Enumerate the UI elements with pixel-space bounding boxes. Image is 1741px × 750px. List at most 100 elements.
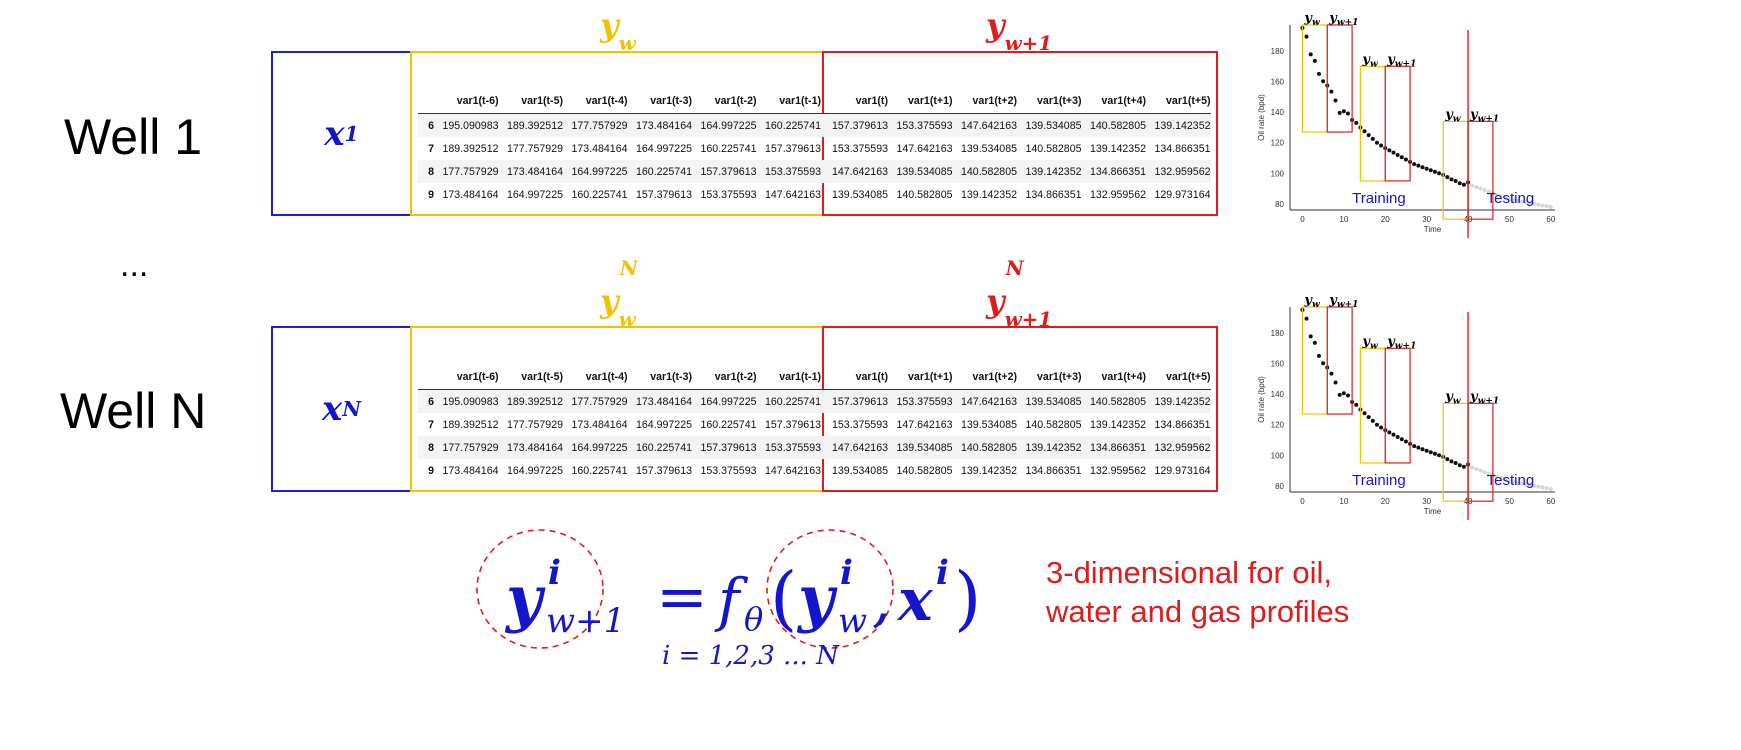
table-cell: 177.757929 [507, 418, 563, 431]
x-tick-label: 20 [1381, 215, 1390, 224]
data-point [1495, 192, 1500, 197]
yw1-window-rect [1384, 65, 1411, 182]
x-axis-label: Time [1424, 507, 1442, 516]
y-tick-label: 140 [1271, 108, 1285, 117]
table-cell: 177.757929 [507, 142, 563, 155]
table-cell: 195.090983 [434, 113, 499, 137]
yw-label-base: y [1444, 107, 1454, 122]
table-cell: 177.757929 [434, 160, 499, 183]
table-cell: 129.973164 [1154, 188, 1211, 201]
table-cell: 157.379613 [636, 188, 692, 201]
x-tick-label: 60 [1546, 215, 1555, 224]
row-index: 6 [418, 389, 434, 413]
table-cell: 140.582805 [1081, 113, 1146, 137]
table-cell: 139.534085 [832, 188, 888, 201]
data-point [1329, 371, 1334, 376]
eq-lhs-sup: i [548, 553, 561, 593]
table-cell: 164.997225 [507, 188, 563, 201]
yw-header-sub: w [618, 306, 636, 331]
x-axis-label: Time [1424, 225, 1442, 234]
table-cell: 164.997225 [507, 464, 563, 477]
table-cell: 139.534085 [888, 160, 953, 183]
eq-func-sub: θ [744, 600, 763, 638]
yw-window-label: yw [1361, 334, 1378, 351]
data-point [1312, 340, 1317, 345]
table-cell: 173.484164 [571, 142, 628, 155]
table-cell: 157.379613 [765, 142, 821, 155]
data-point [1366, 415, 1371, 420]
data-point [1345, 393, 1350, 398]
data-point [1511, 198, 1516, 203]
index-header [418, 369, 434, 390]
column-header: var1(t+1) [888, 93, 953, 114]
yw1-label-base: y [1386, 334, 1396, 349]
table-cell: 164.997225 [563, 436, 628, 459]
table-row: 8 177.757929 173.484164 164.997225 160.22574… [418, 436, 1211, 459]
eq-arg1-sup: i [840, 553, 853, 593]
data-point [1370, 418, 1375, 423]
table-cell: 177.757929 [563, 389, 628, 413]
table-cell: 134.866351 [1081, 436, 1146, 459]
data-point [1437, 453, 1442, 458]
eq-open-paren: ( [770, 557, 797, 639]
yw-header-sup: 1 [620, 0, 634, 4]
data-point [1379, 143, 1384, 148]
data-point [1528, 483, 1533, 488]
data-point [1312, 58, 1317, 63]
data-point [1395, 434, 1400, 439]
data-point [1333, 380, 1338, 385]
y-tick-label: 160 [1271, 360, 1285, 369]
column-header: var1(t-3) [627, 369, 692, 390]
yw1-window-rect [1326, 306, 1353, 415]
data-point [1544, 204, 1549, 209]
y-axis-label: Oil rate (bpd) [1257, 376, 1266, 423]
yw1-label-sub: w+1 [1478, 114, 1500, 124]
equation-svg: y i w+1 = f θ ( y i w , x i ) i = 1,2,3 … [476, 529, 981, 671]
table-cell: 147.642163 [896, 418, 953, 431]
data-point [1445, 457, 1450, 462]
x-tick-label: 10 [1339, 497, 1348, 506]
yw-window-rect [1301, 24, 1328, 133]
x-tick-label: 50 [1505, 497, 1514, 506]
row-index: 7 [428, 142, 434, 155]
table-cell: 147.642163 [952, 389, 1017, 413]
dimension-note: 3-dimensional for oil, water and gas pro… [1046, 553, 1349, 631]
table-cell: 164.997225 [692, 389, 757, 413]
column-header: var1(t-2) [692, 93, 757, 114]
table-cell: 139.142352 [1146, 389, 1211, 413]
yw-window-rect [1442, 402, 1469, 502]
data-point [1474, 467, 1479, 472]
yw1-header-base: y [986, 6, 1005, 44]
table-row: 9 173.484164 164.997225 160.225741 157.37961… [418, 459, 1211, 482]
yw-header-sub: w [618, 30, 636, 55]
decline-chart-well-n: 010203040506080100120140160180TimeOil ra… [1250, 282, 1570, 532]
oil-rate-chart: 010203040506080100120140160180TimeOil ra… [1257, 293, 1556, 520]
testing-label: Testing [1487, 472, 1535, 489]
x-tick-label: 0 [1300, 497, 1305, 506]
yw1-window-label: yw+1 [1328, 11, 1358, 28]
table-cell: 160.225741 [756, 113, 821, 137]
data-point [1412, 444, 1417, 449]
yw-label-sub: w [1453, 114, 1461, 124]
yw1-window-label: yw+1 [1328, 293, 1358, 310]
data-point [1449, 459, 1454, 464]
data-point [1432, 169, 1437, 174]
table-cell: 157.379613 [765, 418, 821, 431]
yw-window-label: yw [1303, 11, 1320, 28]
data-point [1486, 189, 1491, 194]
data-point [1399, 437, 1404, 442]
table-cell: 134.866351 [1154, 418, 1211, 431]
x-sup: N [342, 397, 361, 421]
row-index: 8 [418, 160, 434, 183]
data-point [1449, 177, 1454, 182]
table-cell: 129.973164 [1154, 464, 1211, 477]
data-point [1482, 470, 1487, 475]
yw1-window-label: yw+1 [1386, 52, 1416, 69]
yw-label-sub: w [1453, 396, 1461, 406]
data-point [1387, 148, 1392, 153]
yw1-label-sub: w+1 [1395, 59, 1417, 69]
eq-comma: , [872, 565, 891, 635]
table-cell: 153.375593 [700, 464, 757, 477]
data-point [1345, 111, 1350, 116]
